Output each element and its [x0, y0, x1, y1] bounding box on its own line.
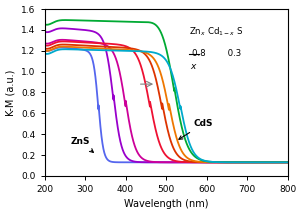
- Text: $x$: $x$: [190, 62, 198, 71]
- Y-axis label: K-M (a.u.): K-M (a.u.): [5, 69, 16, 116]
- Text: Zn$_x$ Cd$_{1-x}$ S: Zn$_x$ Cd$_{1-x}$ S: [189, 26, 244, 38]
- Text: CdS: CdS: [179, 119, 213, 139]
- Text: ZnS: ZnS: [71, 137, 93, 152]
- X-axis label: Wavelength (nm): Wavelength (nm): [124, 200, 208, 209]
- Text: 0.8        0.3: 0.8 0.3: [192, 49, 241, 58]
